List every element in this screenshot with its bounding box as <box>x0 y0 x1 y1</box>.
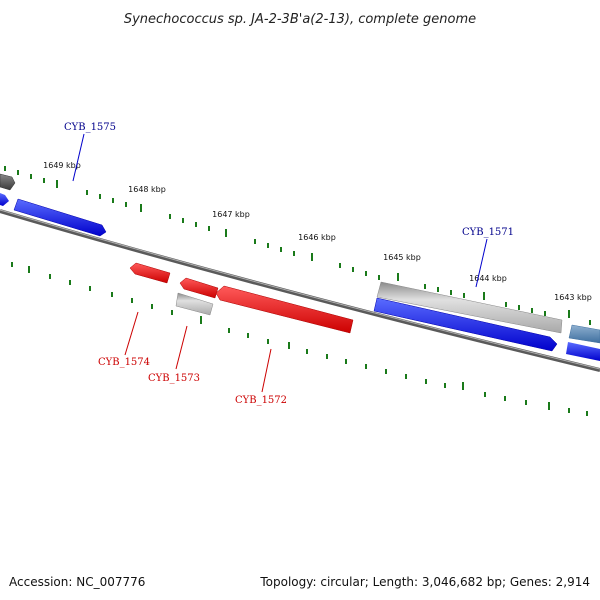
tick-label-1645: 1645 kbp <box>383 253 421 262</box>
inner-tick-ring <box>11 262 588 416</box>
tick-label-1649: 1649 kbp <box>43 161 81 170</box>
gene-feature-dark-left[interactable] <box>0 173 16 191</box>
leader-cyb-1572 <box>261 348 272 393</box>
leader-cyb-1571 <box>475 238 488 288</box>
genome-summary-text: Topology: circular; Length: 3,046,682 bp… <box>259 575 590 589</box>
map-title: Synechococcus sp. JA-2-3B'a(2-13), compl… <box>124 12 476 27</box>
gene-arrow-cyb-1575[interactable] <box>13 198 107 237</box>
gene-arrow-blue-right[interactable] <box>373 297 558 352</box>
gene-arrow-blue-right-edge[interactable] <box>566 342 600 361</box>
gene-arrow-cyb-1574[interactable] <box>129 262 171 284</box>
gene-feature-cyb-1573-gray[interactable] <box>175 292 214 316</box>
tick-label-1643: 1643 kbp <box>554 293 592 302</box>
gene-arrow-blue-left-edge[interactable] <box>0 193 9 206</box>
tick-label-1647: 1647 kbp <box>212 210 250 219</box>
accession-text: Accession: NC_007776 <box>9 575 145 589</box>
genome-backbone <box>0 209 600 372</box>
tick-label-1648: 1648 kbp <box>128 185 166 194</box>
leader-cyb-1574 <box>124 311 139 356</box>
gene-arrow-cyb-1573[interactable] <box>179 277 219 299</box>
gene-label-cyb-1571[interactable]: CYB_1571 <box>462 227 514 238</box>
gene-label-cyb-1574[interactable]: CYB_1574 <box>98 357 150 368</box>
gene-label-cyb-1575[interactable]: CYB_1575 <box>64 122 116 133</box>
gene-feature-cyb-1571[interactable] <box>376 281 563 334</box>
tick-label-1646: 1646 kbp <box>298 233 336 242</box>
tick-label-1644: 1644 kbp <box>469 274 507 283</box>
gene-label-cyb-1573[interactable]: CYB_1573 <box>148 373 200 384</box>
gene-feature-steel-right[interactable] <box>568 324 600 344</box>
leader-cyb-1573 <box>175 325 188 370</box>
leader-cyb-1575 <box>72 133 85 182</box>
gene-label-cyb-1572[interactable]: CYB_1572 <box>235 395 287 406</box>
gene-arrow-cyb-1572[interactable] <box>215 285 354 334</box>
outer-tick-ring <box>4 166 591 325</box>
